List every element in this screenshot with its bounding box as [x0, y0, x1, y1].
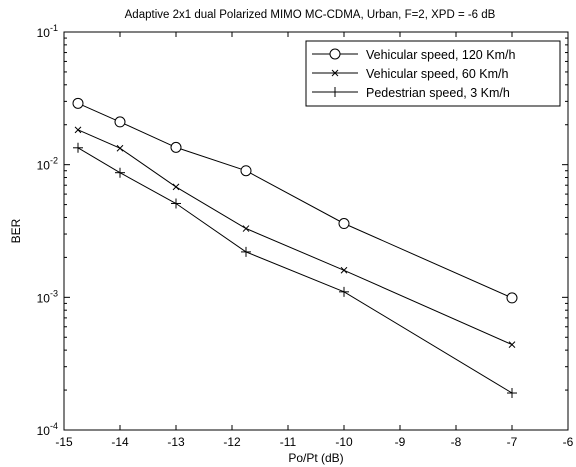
y-tick-label: 10-2: [37, 156, 58, 173]
x-tick-label: -14: [111, 435, 129, 449]
legend-label: Vehicular speed, 120 Km/h: [366, 48, 515, 62]
data-point: [340, 266, 348, 274]
series-line: [77, 102, 513, 299]
data-point: [170, 141, 182, 153]
data-point: [116, 144, 124, 152]
axes: -15 -14 -13 -12 -11 -10 -9 -8 -7 -6 10-1 10-2 10-3 10…: [37, 23, 574, 449]
series-3: [73, 142, 517, 399]
legend-label: Pedestrian speed, 3 Km/h: [366, 86, 510, 100]
series-line: [77, 129, 513, 346]
data-point: [339, 286, 349, 297]
data-point: [338, 218, 350, 230]
data-point: [172, 183, 180, 191]
data-point: [73, 142, 83, 153]
data-point: [72, 97, 84, 109]
x-tick-label: -6: [563, 435, 574, 449]
y-tick-label: 10-4: [37, 421, 58, 438]
x-tick-label: -13: [167, 435, 185, 449]
data-point: [171, 198, 181, 209]
data-point: [241, 246, 251, 257]
x-tick-label: -7: [507, 435, 518, 449]
x-tick-label: -11: [280, 435, 297, 449]
y-tick-label: 10-3: [37, 288, 58, 305]
y-tick-label: 10-1: [37, 23, 58, 40]
legend-marker: [330, 87, 340, 97]
data-point: [74, 126, 82, 134]
legend-entry: Vehicular speed, 120 Km/h: [312, 48, 515, 62]
x-tick-label: -9: [395, 435, 406, 449]
legend-entry: Vehicular speed, 60 Km/h: [312, 67, 508, 81]
chart-title: Adaptive 2x1 dual Polarized MIMO MC-CDMA…: [125, 9, 496, 21]
data-point: [242, 225, 250, 232]
data-point: [240, 165, 252, 177]
x-tick-label: -15: [55, 435, 73, 449]
x-tick-label: -12: [223, 435, 241, 449]
data-point: [506, 292, 518, 304]
y-axis-label: BER: [9, 218, 23, 243]
data-point: [507, 388, 517, 399]
x-tick-label: -10: [335, 435, 353, 449]
series-line: [77, 147, 513, 394]
legend-entry: Pedestrian speed, 3 Km/h: [312, 86, 510, 100]
data-point: [114, 116, 126, 128]
plot-frame: [63, 31, 569, 431]
series-2: [74, 126, 516, 348]
legend-label: Vehicular speed, 60 Km/h: [366, 67, 508, 81]
legend-marker: [331, 69, 339, 77]
legend-marker: [329, 48, 341, 60]
x-axis-label: Po/Pt (dB): [288, 451, 343, 465]
legend: Vehicular speed, 120 Km/h Vehicular speed…: [305, 40, 561, 107]
plot-area: [72, 97, 518, 399]
series-1: [72, 97, 518, 304]
data-point: [508, 341, 516, 348]
x-tick-label: -8: [451, 435, 462, 449]
data-point: [115, 167, 125, 178]
